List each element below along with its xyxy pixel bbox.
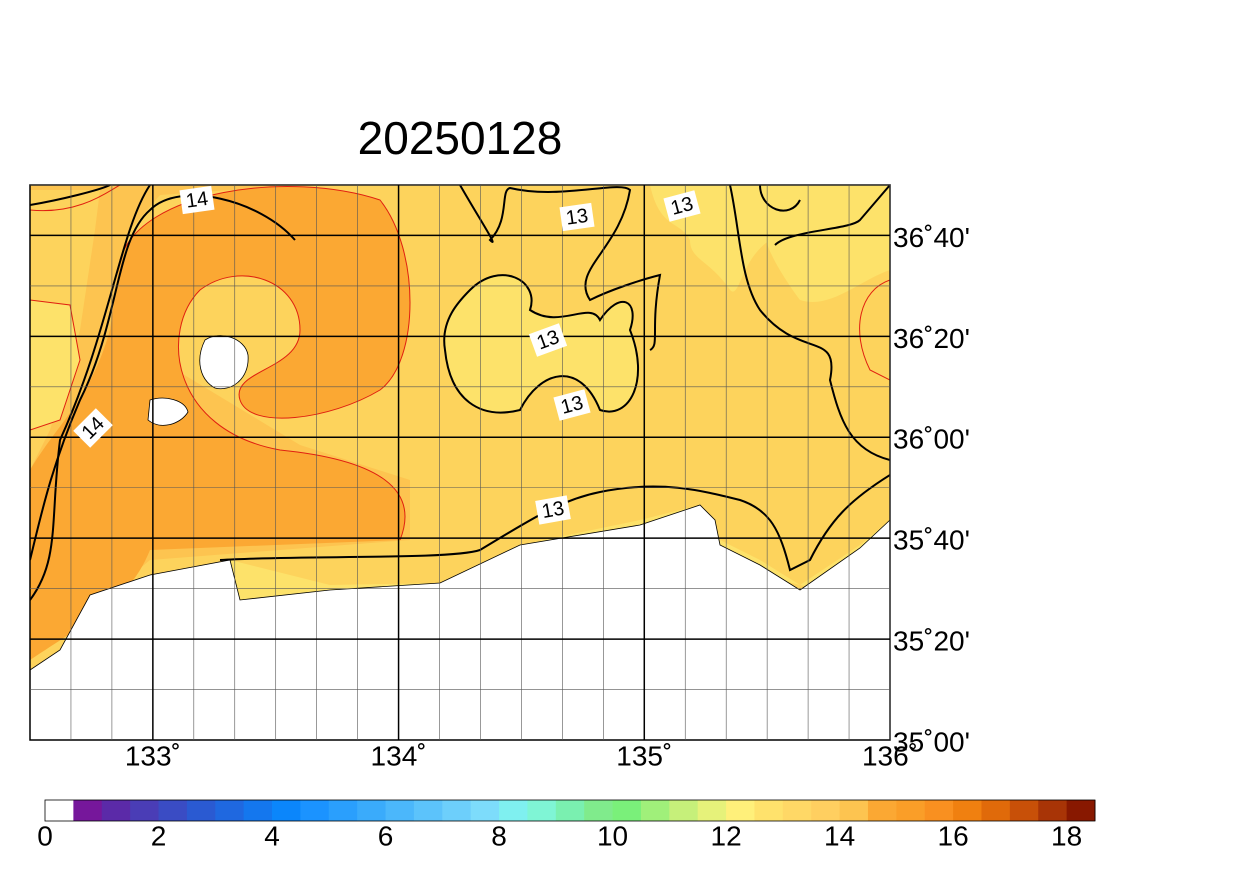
colorbar-box [357,800,387,821]
colorbar-box [158,800,188,821]
graticule [30,184,891,740]
colorbar-tick-label: 6 [378,820,394,851]
colorbar-box [186,800,216,821]
colorbar: 0 2 4 6 8 10 12 14 16 18 [37,799,1096,851]
colorbar-box [1009,800,1039,821]
contour-label: 14 [179,185,215,215]
colorbar-box [470,800,500,821]
contour-label: 13 [553,389,591,421]
cool-patch [650,185,890,303]
colorbar-box [300,800,330,821]
contour-label-text: 13 [540,498,566,524]
colorbar-box [839,800,869,821]
colorbar-box [73,800,103,821]
colorbar-tick-label: 10 [597,820,628,851]
colorbar-box [697,800,727,821]
x-tick-label: 136˚ [862,740,918,771]
colorbar-box [669,800,699,821]
colorbar-box [867,800,897,821]
contour-label: 13 [663,190,701,222]
colorbar-tick-label: 14 [824,820,855,851]
colorbar-box [981,800,1011,821]
colorbar-frame [44,799,1096,822]
contour-label-box [179,185,215,215]
y-tick-label: 35˚40' [893,525,970,556]
y-tick-label: 36˚40' [893,222,970,253]
colorbar-box [385,800,415,821]
contour-label: 13 [559,202,595,232]
colorbar-box [101,800,131,821]
island [199,335,249,390]
colorbar-box [584,800,614,821]
colorbar-tick-label: 4 [264,820,280,851]
colorbar-box [612,800,642,821]
y-tick-label: 35˚00' [893,726,970,757]
colorbar-tick-label: 12 [711,820,742,851]
map-title: 20250128 [358,112,563,164]
contour-label-text: 13 [564,205,589,230]
contour-label: 13 [535,495,571,525]
contour-label-text: 14 [184,188,209,213]
colorbar-tick-label: 0 [37,820,53,851]
colorbar-box [811,800,841,821]
colorbar-tick-label: 16 [938,820,969,851]
contour-label-box [559,202,595,232]
colorbar-box [555,800,585,821]
x-tick-label: 134˚ [371,740,427,771]
colorbar-box [896,800,926,821]
colorbar-box [1038,800,1068,821]
contour-lines-red [30,185,890,541]
contour-label-box [663,190,701,222]
contour-label-box [73,408,113,448]
colorbar-box [130,800,160,821]
colorbar-box [328,800,358,821]
colorbar-box [1066,800,1096,821]
colorbar-box [499,800,528,821]
y-tick-label: 35˚20' [893,625,970,656]
x-tick-label: 133˚ [125,740,181,771]
contour-label-box [553,389,591,421]
map-field [30,185,890,740]
colorbar-box [413,800,443,821]
colorbar-box [640,800,670,821]
colorbar-box [215,800,245,821]
contour-label-box [535,495,571,525]
colorbar-tick-label: 2 [151,820,167,851]
x-tick-label: 135˚ [616,740,672,771]
colorbar-tick-label: 8 [491,820,507,851]
colorbar-box [782,800,812,821]
colorbar-box [953,800,982,821]
land [30,504,890,740]
colorbar-box [272,800,301,821]
colorbar-box [754,800,784,821]
y-tick-label: 36˚20' [893,323,970,354]
colorbar-tick-label: 18 [1051,820,1082,851]
colorbar-box [442,800,472,821]
colorbar-box [527,800,557,821]
colorbar-box [726,800,755,821]
colorbar-box [45,800,74,821]
colorbar-box [243,800,273,821]
axis-labels: 133˚ 134˚ 135˚ 136˚35˚00' 35˚20' 35˚40' 36˚00'… [125,222,970,772]
warm-core [30,186,410,660]
island [147,397,189,426]
colorbar-box [924,800,954,821]
contour-label-box [528,323,568,357]
y-tick-label: 36˚00' [893,424,970,455]
